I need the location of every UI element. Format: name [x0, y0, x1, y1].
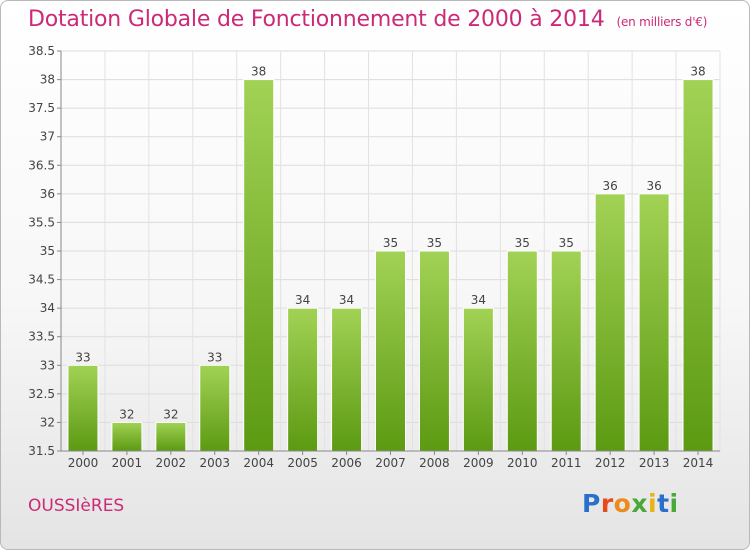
bar-value-label: 34 [471, 293, 486, 307]
x-tick-label: 2013 [639, 456, 670, 470]
bar-value-label: 35 [427, 236, 442, 250]
x-tick-label: 2002 [156, 456, 187, 470]
bar [199, 364, 231, 452]
x-tick-label: 2011 [551, 456, 582, 470]
y-tick-label: 33.5 [28, 330, 55, 344]
logo-letter: P [582, 489, 601, 518]
x-tick-label: 2007 [375, 456, 406, 470]
bar [594, 193, 626, 452]
bar-value-label: 36 [603, 179, 618, 193]
bar-value-label: 38 [690, 65, 705, 79]
y-tick-label: 32.5 [28, 387, 55, 401]
labels: 31.5 32 32.5 33 33.5 34 34.5 35 35.5 36 36.5 37 37.5… [28, 44, 713, 470]
commune-name: OUSSIèRES [28, 496, 125, 516]
bar-value-label: 33 [207, 350, 222, 364]
logo-letter: i [648, 489, 658, 518]
bar-value-label: 32 [163, 407, 178, 421]
axes [57, 50, 720, 455]
bar [682, 79, 714, 452]
bar-value-label: 32 [119, 407, 134, 421]
bar [67, 364, 99, 452]
bar [243, 79, 275, 452]
proxiti-logo[interactable]: Proxiti [582, 489, 679, 518]
bar [287, 307, 319, 452]
bar-value-label: 34 [339, 293, 354, 307]
bar-value-label: 38 [251, 65, 266, 79]
bar [638, 193, 670, 452]
bar-value-label: 35 [515, 236, 530, 250]
y-tick-label: 35 [40, 244, 55, 258]
y-tick-label: 34.5 [28, 273, 55, 287]
y-tick-label: 35.5 [28, 215, 55, 229]
x-tick-label: 2001 [112, 456, 143, 470]
bar [111, 421, 143, 452]
y-tick-label: 38.5 [28, 44, 55, 58]
x-tick-label: 2004 [243, 456, 274, 470]
logo-letter: o [613, 489, 632, 518]
bar [155, 421, 187, 452]
x-tick-label: 2003 [199, 456, 230, 470]
bar-value-label: 34 [295, 293, 310, 307]
x-tick-label: 2010 [507, 456, 538, 470]
bar [375, 250, 406, 452]
bar-value-label: 36 [646, 179, 661, 193]
bar-value-label: 35 [383, 236, 398, 250]
logo-letter: t [657, 489, 670, 518]
x-tick-label: 2008 [419, 456, 450, 470]
y-tick-label: 32 [40, 415, 55, 429]
y-tick-label: 38 [40, 73, 55, 87]
bar-value-label: 35 [559, 236, 574, 250]
bar-value-label: 33 [75, 350, 90, 364]
y-tick-label: 36.5 [28, 158, 55, 172]
y-tick-label: 34 [40, 301, 55, 315]
bar [550, 250, 582, 452]
y-tick-label: 36 [40, 187, 55, 201]
x-tick-label: 2005 [287, 456, 318, 470]
title-text: Dotation Globale de Fonctionnement de 20… [28, 7, 605, 32]
bars [67, 79, 714, 452]
x-tick-label: 2014 [683, 456, 714, 470]
bar [462, 307, 494, 452]
bar [418, 250, 450, 452]
y-tick-label: 33 [40, 358, 55, 372]
logo-letter: r [600, 489, 614, 518]
logo-letter: x [631, 489, 648, 518]
x-tick-label: 2009 [463, 456, 494, 470]
x-tick-label: 2006 [331, 456, 362, 470]
chart-title: Dotation Globale de Fonctionnement de 20… [28, 7, 707, 32]
x-tick-label: 2000 [68, 456, 99, 470]
y-tick-label: 37.5 [28, 101, 55, 115]
y-tick-label: 31.5 [28, 444, 55, 458]
logo-letter: i [669, 489, 679, 518]
chart-subtitle: (en milliers d'€) [616, 15, 708, 29]
bar [506, 250, 538, 452]
y-tick-label: 37 [40, 130, 55, 144]
bar [331, 307, 363, 452]
x-tick-label: 2012 [595, 456, 626, 470]
